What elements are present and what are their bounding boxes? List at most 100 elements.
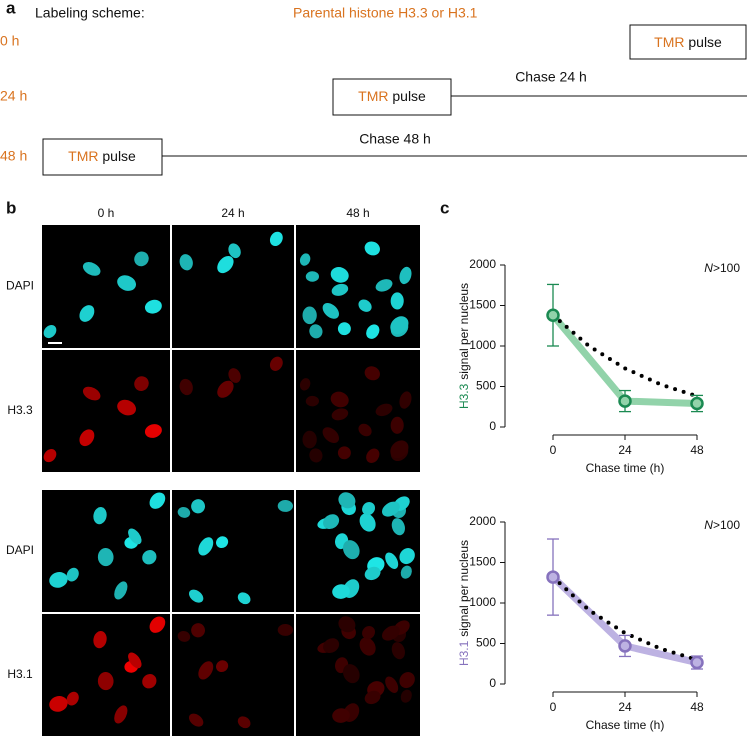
nucleus <box>277 624 293 636</box>
nucleus <box>237 592 251 605</box>
nucleus <box>362 502 376 516</box>
nucleus <box>149 616 166 633</box>
nucleus <box>82 262 101 276</box>
nucleus <box>43 324 57 339</box>
annotation: N>100 <box>704 261 740 275</box>
pulse-box <box>42 138 163 176</box>
y-label-text: signal per nucleus <box>457 540 471 637</box>
nucleus <box>217 256 234 274</box>
row-time: 24 h <box>0 88 27 104</box>
nucleus <box>269 231 283 247</box>
y-axis-label: H3.1 signal per nucleus <box>457 540 471 666</box>
nucleus <box>93 507 107 525</box>
y-tick-label: 500 <box>476 379 496 393</box>
nucleus <box>215 536 229 549</box>
nucleus <box>338 492 356 509</box>
nucleus <box>142 674 157 689</box>
nucleus <box>342 664 360 684</box>
annotation-text: >100 <box>713 261 740 275</box>
nucleus <box>142 550 157 565</box>
nucleus <box>305 271 320 282</box>
y-label-highlight: H3.1 <box>457 640 471 666</box>
column-header: 24 h <box>221 206 244 220</box>
nucleus <box>332 584 350 599</box>
nucleus <box>117 275 136 291</box>
row-time: 48 h <box>0 148 27 164</box>
nucleus <box>299 253 311 266</box>
point <box>690 396 704 411</box>
nucleus <box>269 356 283 371</box>
nucleus <box>134 251 149 267</box>
x-tick-label: 0 <box>550 443 557 457</box>
pulse-box <box>629 24 747 60</box>
x-tick-label: 24 <box>618 700 632 714</box>
nucleus <box>198 661 214 680</box>
row-time: 0 h <box>0 33 19 49</box>
nucleus <box>390 416 404 434</box>
tmr: TMR <box>654 34 684 50</box>
nucleus <box>198 537 214 556</box>
nucleus <box>128 652 142 669</box>
nucleus <box>302 306 317 325</box>
nucleus <box>330 391 349 408</box>
nucleus <box>362 626 376 640</box>
micrographs <box>42 225 420 736</box>
nucleus <box>385 552 399 569</box>
scheme-title: Labeling scheme: <box>35 5 145 21</box>
nucleus <box>391 642 405 660</box>
nucleus <box>128 528 142 545</box>
nucleus <box>97 671 114 691</box>
nucleus <box>302 430 317 449</box>
nucleus <box>49 572 68 588</box>
nucleus <box>399 266 412 285</box>
nucleus <box>364 690 381 705</box>
nucleus <box>331 283 349 296</box>
nucleus <box>323 638 340 654</box>
nucleus <box>332 708 350 723</box>
point <box>618 639 632 653</box>
annotation: N>100 <box>704 518 740 532</box>
nucleus <box>390 440 409 459</box>
pulse: pulse <box>688 34 722 50</box>
y-tick-label: 2000 <box>469 257 496 271</box>
chase-label: Chase 24 h <box>515 69 587 85</box>
nucleus <box>149 492 166 509</box>
nucleus <box>144 299 162 314</box>
y-tick-label: 0 <box>489 419 496 433</box>
nucleus <box>381 625 400 641</box>
y-tick-label: 2000 <box>469 514 496 528</box>
nucleus <box>364 366 380 381</box>
nucleus <box>358 423 372 437</box>
nucleus <box>385 676 399 693</box>
nucleus <box>391 518 405 536</box>
nucleus <box>82 386 101 401</box>
pulse-text: TMR pulse <box>358 88 426 104</box>
column-header: 48 h <box>346 206 369 220</box>
nucleus <box>337 446 351 460</box>
y-tick-label: 1000 <box>469 338 496 352</box>
nucleus <box>309 324 323 339</box>
nucleus <box>79 429 95 447</box>
nucleus <box>390 316 409 335</box>
nucleus <box>309 448 323 463</box>
nucleus <box>215 660 229 673</box>
y-tick-label: 1500 <box>469 298 496 312</box>
nucleus <box>322 302 339 319</box>
nucleus <box>237 716 251 729</box>
row-label: DAPI <box>6 543 34 557</box>
pulse-text: TMR pulse <box>68 148 136 164</box>
row-label: DAPI <box>6 279 34 293</box>
nucleus <box>97 547 114 567</box>
nucleus <box>399 672 415 689</box>
nucleus <box>228 368 241 383</box>
nucleus <box>144 424 162 438</box>
tmr: TMR <box>358 88 388 104</box>
chase-label: Chase 48 h <box>359 131 431 147</box>
nucleus <box>191 499 206 514</box>
x-tick-label: 0 <box>550 700 557 714</box>
nucleus <box>43 449 57 463</box>
nucleus <box>179 378 193 396</box>
nucleus <box>299 378 311 391</box>
nucleus <box>305 395 320 407</box>
nucleus <box>359 637 376 656</box>
